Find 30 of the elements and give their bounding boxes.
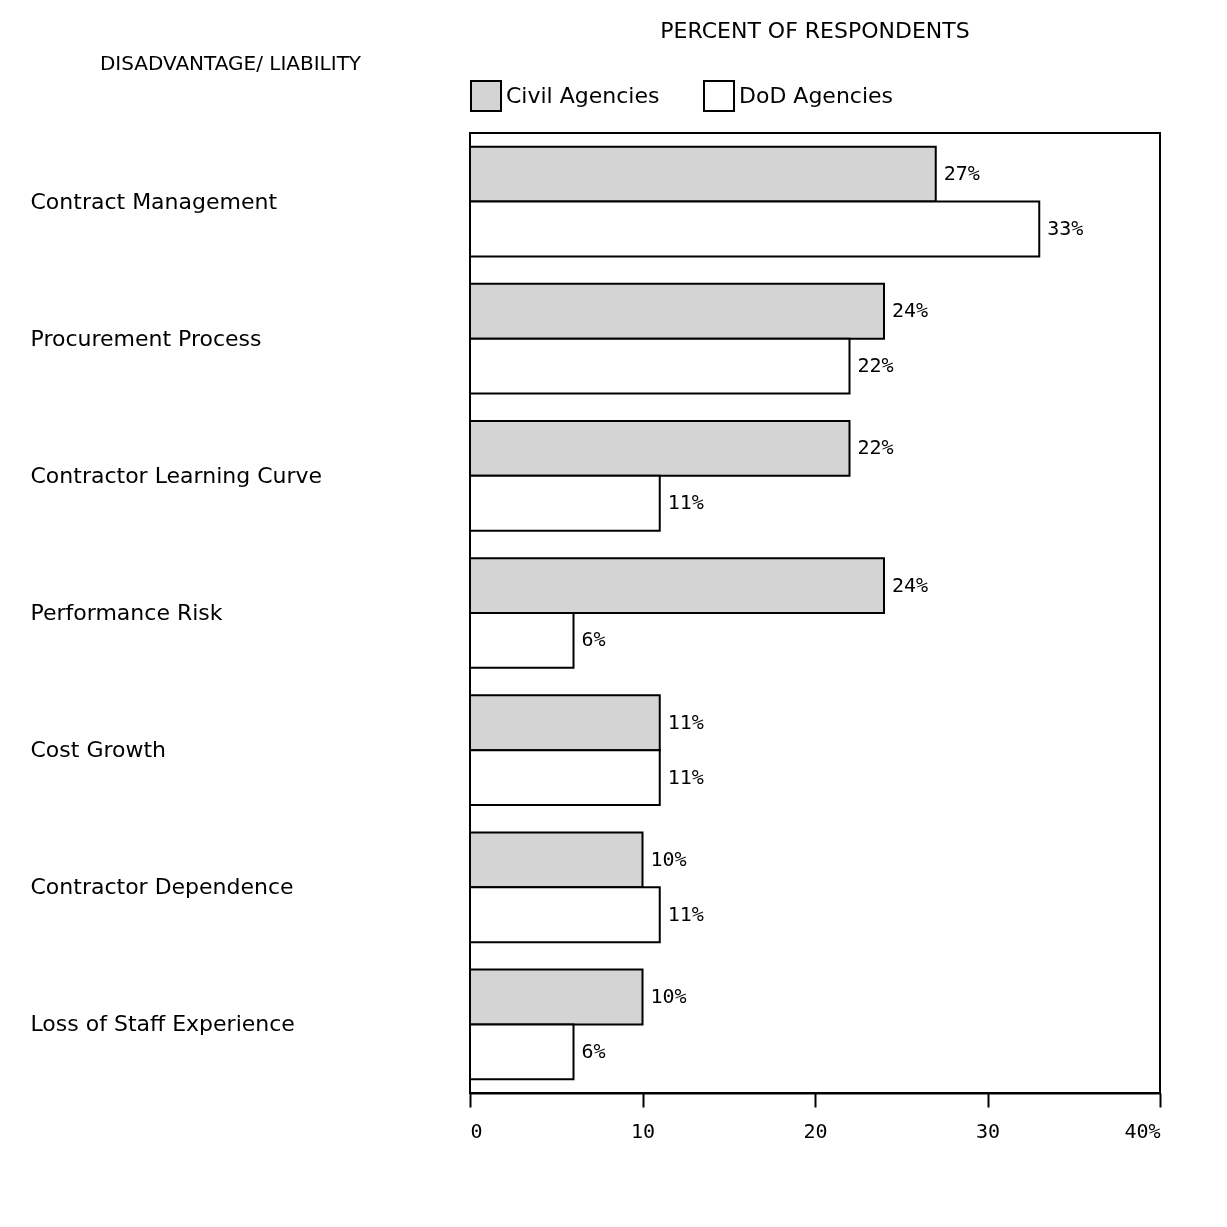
legend-label: DoD Agencies xyxy=(739,83,894,108)
data-label: 10% xyxy=(650,984,687,1008)
x-tick-label: 10 xyxy=(630,1118,656,1143)
x-tick-label: 30 xyxy=(975,1118,1001,1143)
data-label: 11% xyxy=(667,709,704,734)
y-tick-label: Contractor Learning Curve xyxy=(30,462,323,488)
data-label: 10% xyxy=(650,846,687,871)
data-label: 11% xyxy=(667,490,704,515)
x-tick-label: 40% xyxy=(1124,1118,1161,1143)
chart-title: PERCENT OF RESPONDENTS xyxy=(660,18,970,43)
data-label: 22% xyxy=(857,435,894,460)
legend-label: Civil Agencies xyxy=(506,83,660,108)
y-tick-label: Loss of Staff Experience xyxy=(30,1011,295,1037)
data-label: 11% xyxy=(667,764,704,789)
y-tick-label: Procurement Process xyxy=(30,325,262,351)
y-tick-label: Contract Management xyxy=(30,188,278,214)
data-label: 24% xyxy=(892,572,929,597)
data-label: 6% xyxy=(581,627,606,652)
y-tick-label: Contractor Dependence xyxy=(30,874,294,900)
data-label: 11% xyxy=(667,901,704,926)
data-label: 33% xyxy=(1047,216,1084,240)
y-tick-label: Cost Growth xyxy=(30,737,167,763)
data-label: 22% xyxy=(857,353,894,378)
data-label: 6% xyxy=(581,1038,606,1063)
y-tick-label: Performance Risk xyxy=(30,600,223,625)
x-tick-label: 20 xyxy=(803,1118,828,1143)
data-label: 24% xyxy=(892,298,929,323)
y-axis-title: DISADVANTAGE/ LIABILITY xyxy=(99,50,362,75)
x-tick-label: 0 xyxy=(470,1118,483,1143)
data-label: 27% xyxy=(943,161,980,186)
